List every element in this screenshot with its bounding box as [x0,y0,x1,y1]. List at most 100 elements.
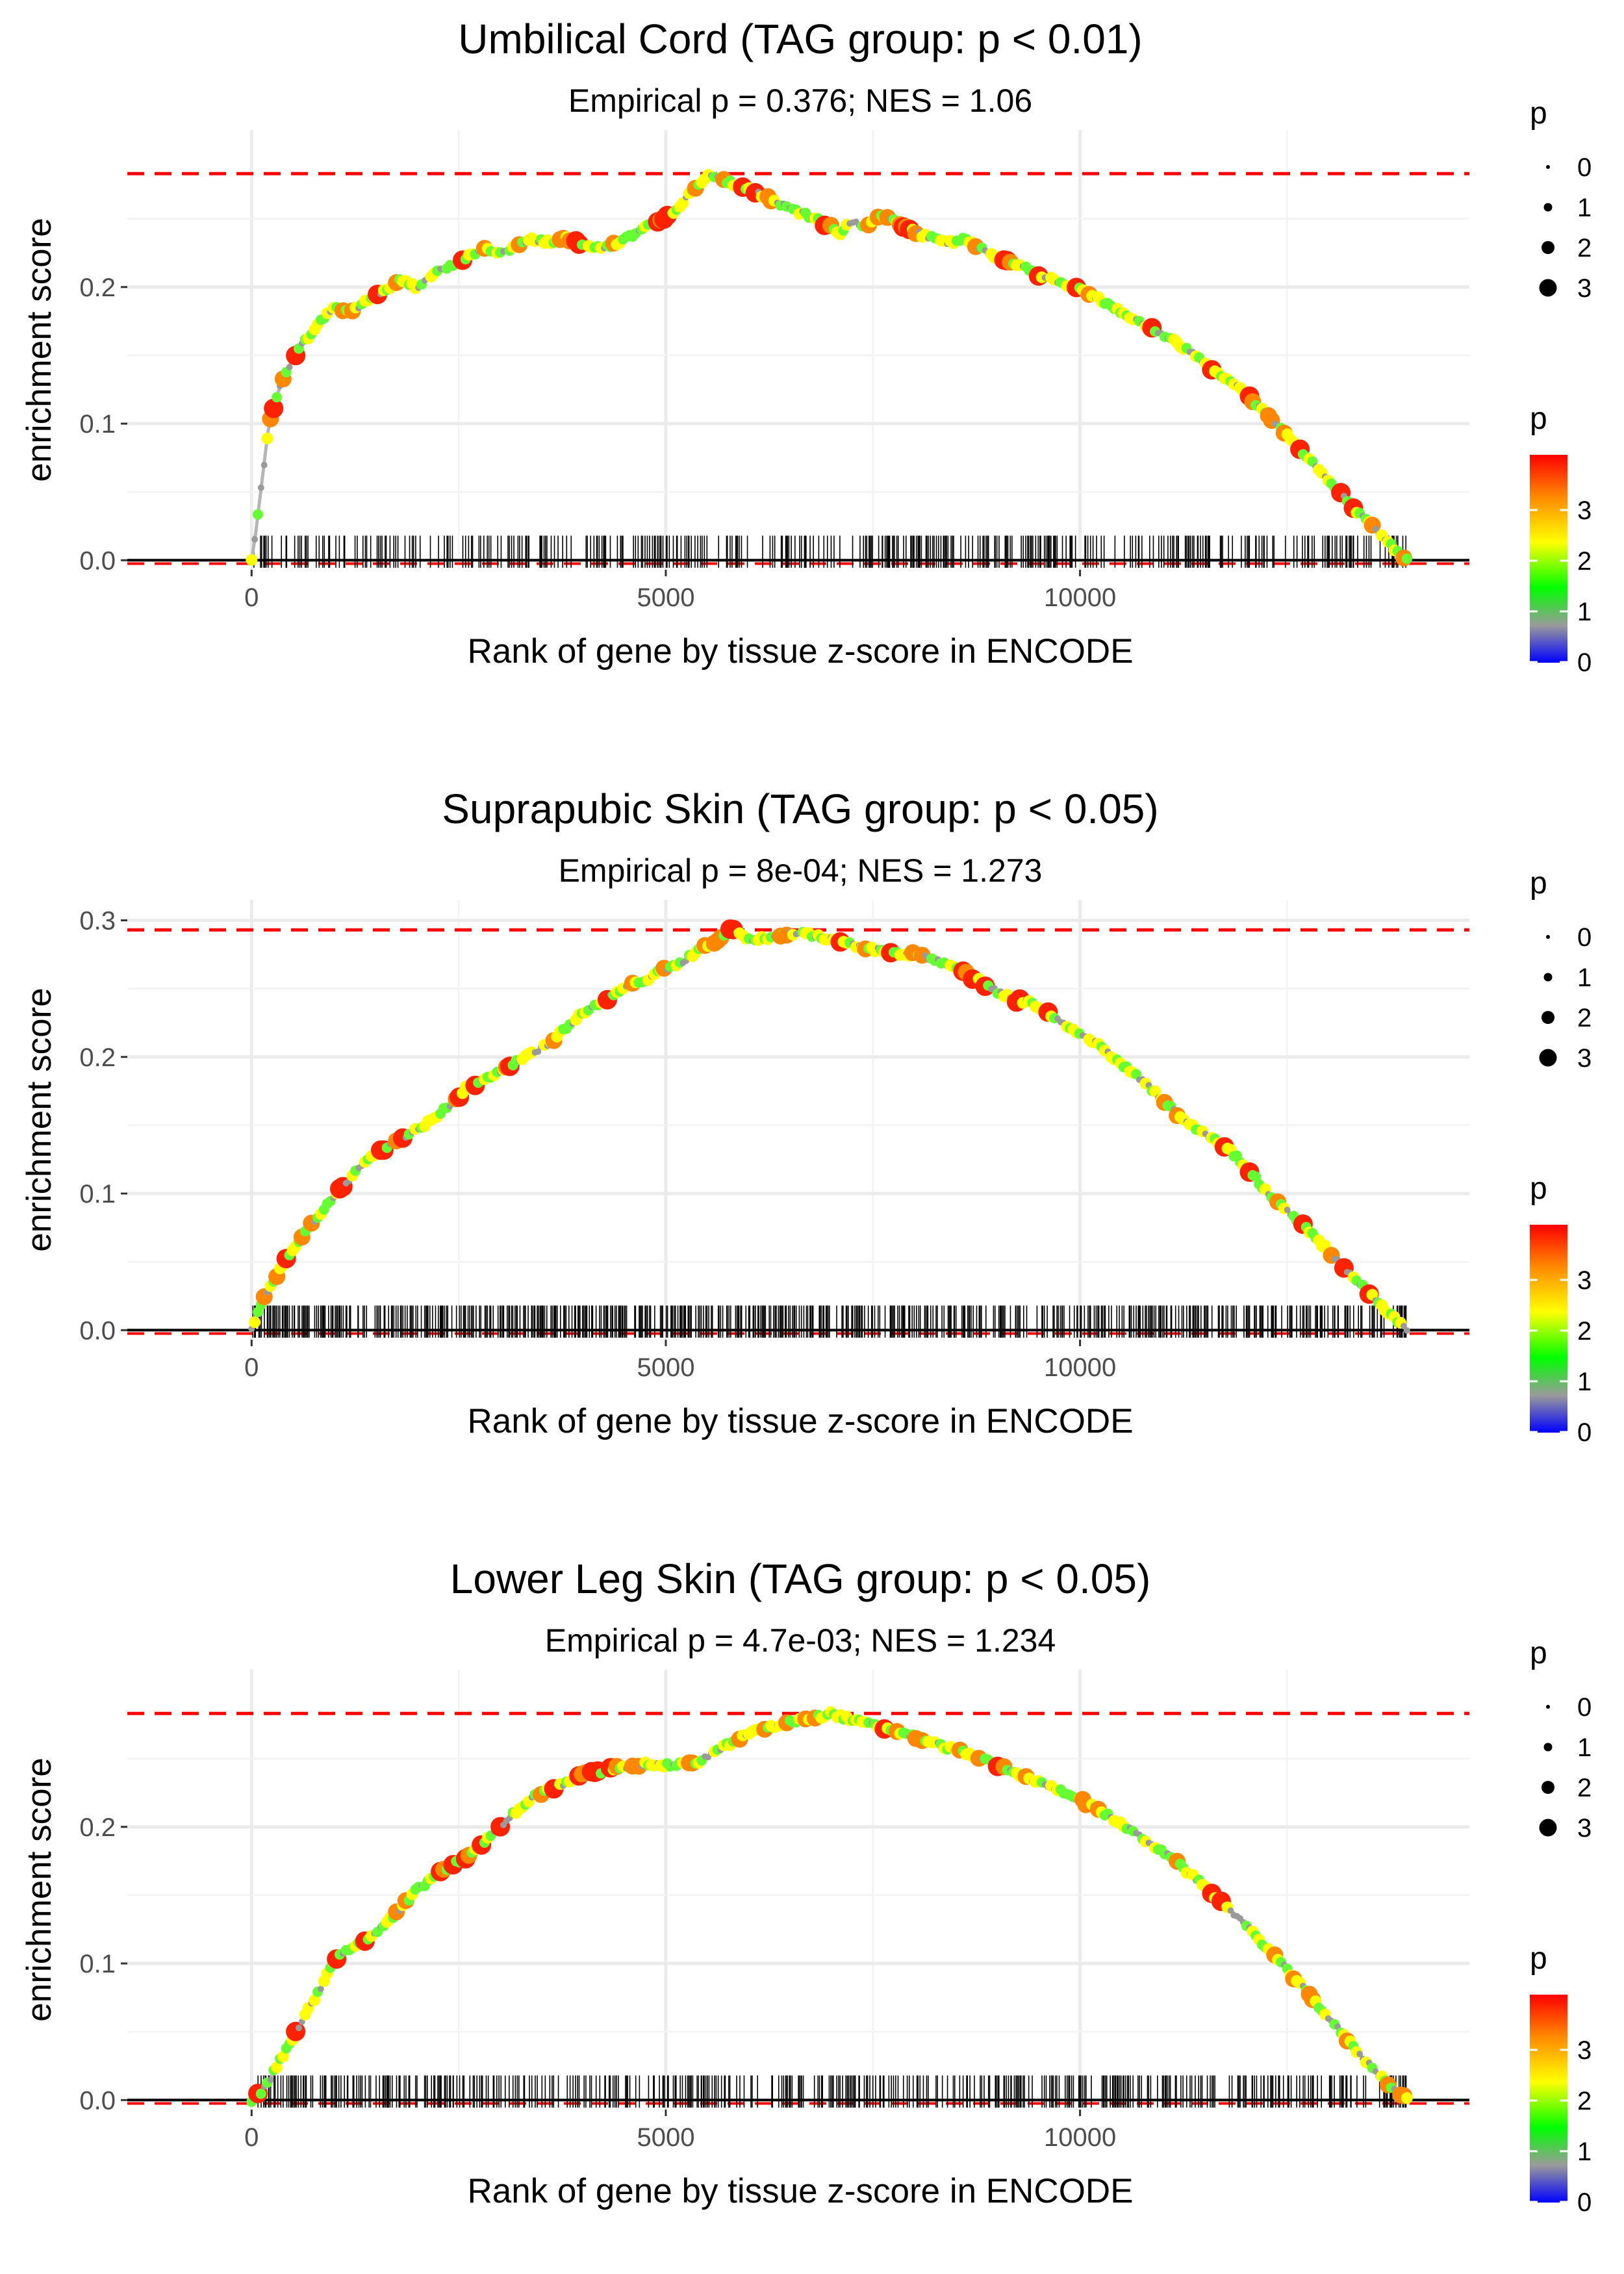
color-legend-label: 2 [1577,2087,1592,2115]
size-legend-label: 3 [1577,1814,1592,1843]
color-legend-label: 1 [1577,1368,1592,1396]
size-legend-label: 3 [1577,274,1592,303]
panel-3: Lower Leg Skin (TAG group: p < 0.05) Empi… [20,1555,1592,2217]
x-axis-title: Rank of gene by tissue z-score in ENCODE [467,1402,1133,1440]
enrichment-point [1284,1207,1291,1214]
size-legend-dot [1543,973,1553,982]
enrichment-point [296,2025,302,2032]
enrichment-point [257,484,264,491]
chart-title: Lower Leg Skin (TAG group: p < 0.05) [450,1555,1151,1602]
enrichment-point [271,2062,283,2073]
panel-1: Umbilical Cord (TAG group: p < 0.01) Empi… [20,16,1592,677]
size-legend-dot [1546,935,1550,939]
enrichment-point [1401,553,1412,564]
enrichment-point [261,432,273,444]
color-legend-label: 1 [1577,598,1592,626]
y-tick-label: 0.1 [79,410,116,439]
y-tick-label: 0.0 [79,546,116,575]
chart-subtitle: Empirical p = 8e-04; NES = 1.273 [559,852,1043,889]
enrichment-point [309,1994,321,2006]
enrichment-point [255,2088,266,2099]
y-axis-title: enrichment score [20,1757,58,2022]
enrichment-point [272,392,283,403]
size-legend-label: 1 [1577,1733,1592,1762]
color-legend-label: 2 [1577,547,1592,576]
enrichment-point [1401,2092,1413,2104]
enrichment-point [1149,1085,1161,1097]
size-legend: p 0 1 2 3 [1530,866,1592,1073]
size-legend-dot [1546,165,1550,169]
size-legend-dot [1546,1705,1550,1709]
size-legend-label: 0 [1577,923,1592,952]
x-tick-label: 0 [244,1353,259,1382]
color-legend-label: 0 [1577,1418,1592,1447]
size-legend-label: 0 [1577,1693,1592,1722]
color-legend: p 3 2 1 0 [1530,402,1592,677]
color-legend-label: 3 [1577,1266,1592,1295]
chart-title: Umbilical Cord (TAG group: p < 0.01) [458,16,1142,62]
size-legend-title: p [1530,96,1547,131]
y-axis-title: enrichment score [20,988,58,1252]
x-tick-label: 10000 [1044,583,1116,612]
x-axis-title: Rank of gene by tissue z-score in ENCODE [467,2172,1133,2210]
size-legend-label: 1 [1577,964,1592,992]
color-legend-bar [1530,455,1567,663]
color-legend: p 3 2 1 0 [1530,1941,1592,2217]
enrichment-point [1227,1907,1234,1914]
enrichment-point [1403,1327,1410,1334]
size-legend-dot [1539,1819,1557,1837]
size-legend-dot [1539,1049,1557,1067]
chart-subtitle: Empirical p = 0.376; NES = 1.06 [568,83,1032,119]
size-legend-label: 2 [1577,234,1592,262]
color-legend-label: 1 [1577,2138,1592,2166]
chart-subtitle: Empirical p = 4.7e-03; NES = 1.234 [545,1622,1056,1659]
size-legend: p 0 1 2 3 [1530,96,1592,303]
enrichment-curve [250,1711,1409,2102]
enrichment-points [246,1706,1413,2107]
enrichment-point [253,509,263,520]
size-legend-label: 1 [1577,194,1592,222]
x-tick-label: 0 [244,583,259,612]
color-legend-bar [1530,1995,1567,2203]
y-tick-label: 0.2 [79,274,116,302]
size-legend-title: p [1530,1636,1547,1670]
y-tick-label: 0.0 [79,2086,116,2115]
size-legend-dot [1543,203,1553,212]
enrichment-point [264,398,284,418]
x-tick-label: 5000 [637,1353,694,1382]
enrichment-point [277,2050,289,2063]
hit-ticks [253,535,1407,568]
size-legend-label: 0 [1577,153,1592,182]
x-tick-label: 5000 [637,583,694,612]
y-tick-label: 0.2 [79,1813,116,1842]
size-legend-dot [1539,279,1557,297]
enrichment-point [249,1316,261,1328]
hit-ticks [252,1305,1407,1338]
y-axis-title: enrichment score [20,218,58,482]
color-legend-title: p [1530,1171,1547,1206]
size-legend-label: 2 [1577,1774,1592,1802]
x-tick-label: 10000 [1044,2123,1116,2152]
y-tick-label: 0.2 [79,1043,116,1072]
size-legend-dot [1543,1743,1553,1752]
color-legend-label: 0 [1577,648,1592,677]
x-axis-title: Rank of gene by tissue z-score in ENCODE [467,632,1133,671]
size-legend-dot [1542,241,1554,254]
size-legend-label: 2 [1577,1004,1592,1032]
color-legend-label: 3 [1577,496,1592,525]
size-legend-title: p [1530,866,1547,901]
color-legend-label: 0 [1577,2188,1592,2217]
x-tick-label: 10000 [1044,1353,1116,1382]
color-legend-title: p [1530,1941,1547,1976]
y-tick-label: 0.1 [79,1180,116,1208]
color-legend-title: p [1530,402,1547,436]
enrichment-point [246,554,258,566]
color-legend-label: 2 [1577,1317,1592,1346]
color-legend: p 3 2 1 0 [1530,1171,1592,1447]
y-tick-label: 0.3 [79,907,116,936]
enrichment-point [317,1986,324,1993]
enrichment-point [251,536,259,543]
x-tick-label: 5000 [637,2123,694,2152]
enrichment-point [267,2076,274,2084]
